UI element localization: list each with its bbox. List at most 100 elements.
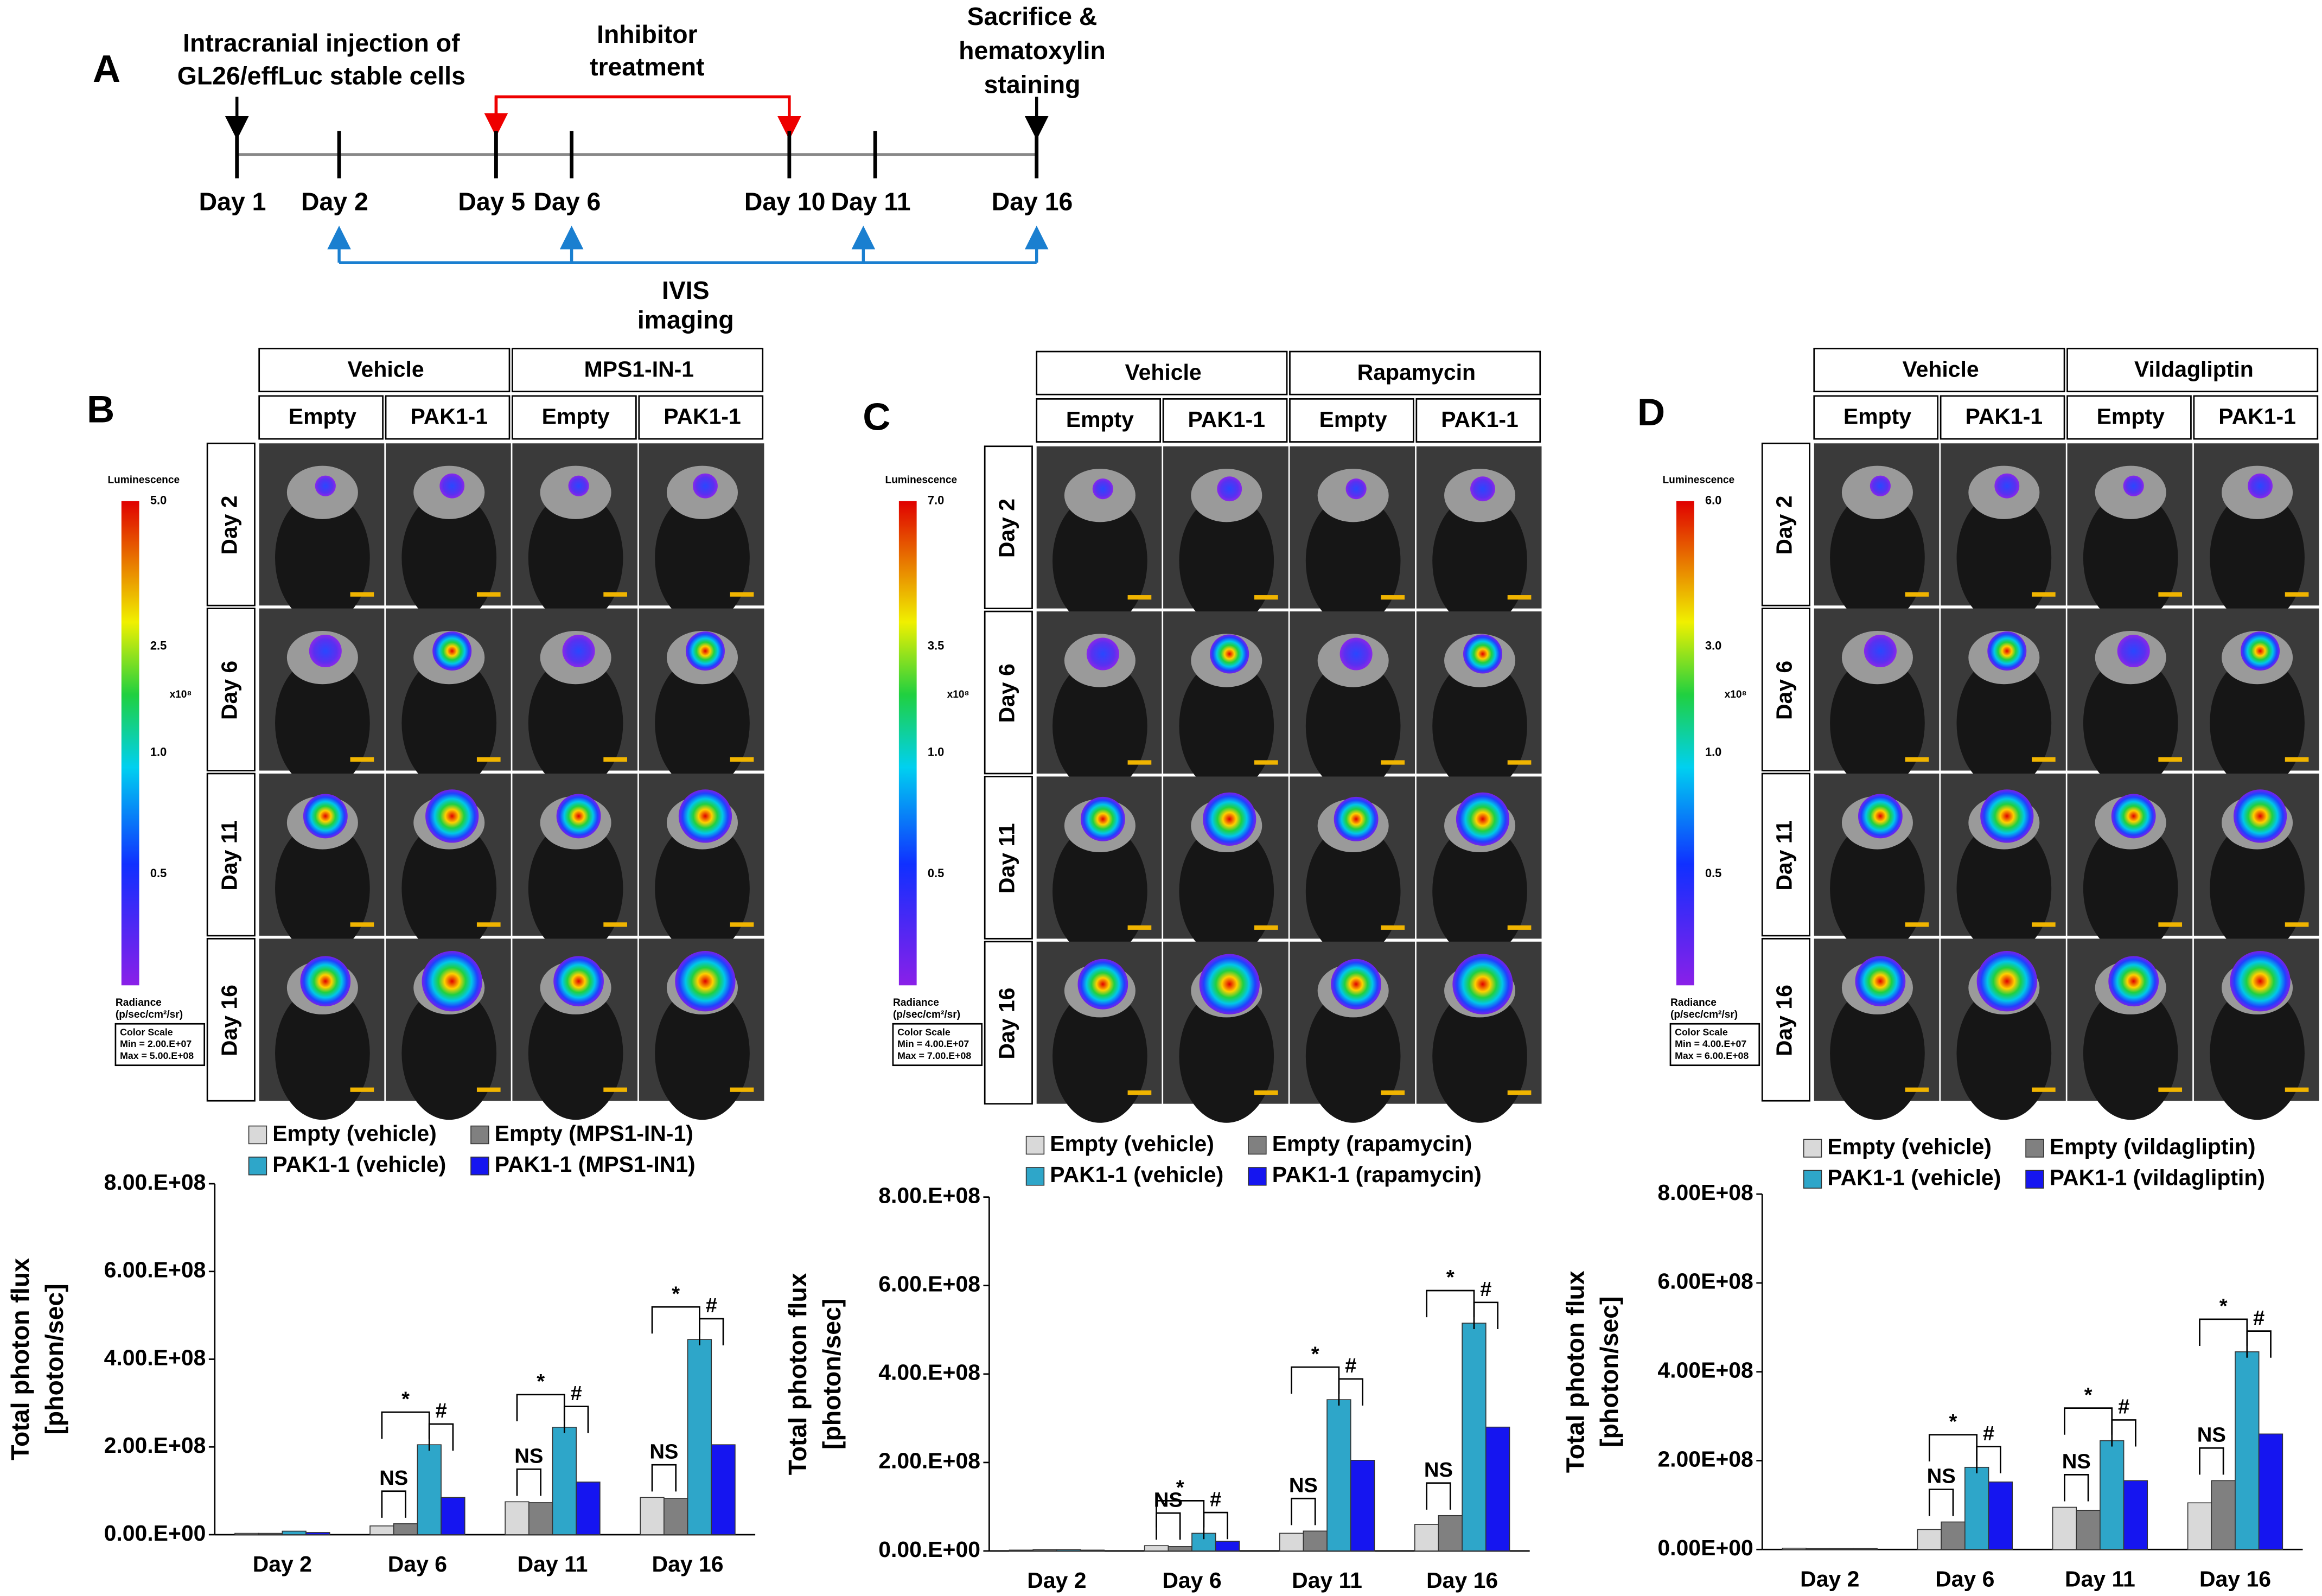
mouse-body: [275, 986, 370, 1120]
mouse-body: [1432, 494, 1527, 628]
mouse-body: [2083, 821, 2178, 955]
header-box: [638, 395, 764, 440]
bar: [441, 1497, 465, 1535]
bar: [528, 1502, 553, 1535]
scale-bar: [1381, 925, 1405, 930]
mouse-body: [1179, 494, 1274, 628]
scale-bar: [603, 592, 627, 597]
signal-blob: [1463, 634, 1503, 674]
bar: [1941, 1521, 1966, 1550]
bar: [1917, 1529, 1942, 1550]
signal-blob: [556, 794, 601, 839]
bar: [2258, 1433, 2283, 1550]
group-label: Vehicle: [1125, 360, 1202, 385]
signal-blob: [1345, 478, 1367, 500]
significance-bracket: [651, 1464, 677, 1492]
significance-bracket: [2246, 1330, 2272, 1358]
signal-blob: [303, 794, 348, 839]
colorbar: [1676, 501, 1694, 986]
colorscale-tick: 3.5: [928, 639, 944, 652]
significance-label: NS: [1927, 1465, 1956, 1488]
header-box: [512, 348, 764, 393]
group-label: Rapamycin: [1357, 360, 1476, 385]
mouse-body: [528, 986, 623, 1120]
row-label: Day 11: [1772, 820, 1797, 891]
legend-label: PAK1-1 (rapamycin): [1272, 1162, 1482, 1187]
legend-label: Empty (vildagliptin): [2050, 1134, 2256, 1159]
legend-swatch: [1248, 1167, 1267, 1186]
header-box: [1289, 350, 1541, 395]
x-tick-label: Day 2: [1027, 1568, 1086, 1593]
significance-label: *: [2084, 1383, 2093, 1407]
legend-label: PAK1-1 (vehicle): [1050, 1162, 1223, 1187]
panel-letter: D: [1637, 391, 1665, 434]
colorscale-box-text: Color Scale: [897, 1026, 951, 1037]
bar: [664, 1498, 688, 1535]
significance-label: *: [1311, 1342, 1319, 1365]
legend-label: PAK1-1 (vehicle): [272, 1152, 446, 1177]
signal-blob: [2241, 631, 2280, 671]
signal-blob: [1976, 951, 2037, 1012]
row-label: Day 16: [1772, 985, 1797, 1056]
significance-label: #: [571, 1382, 582, 1405]
legend-label: Empty (vehicle): [1050, 1131, 1214, 1156]
mouse-body: [275, 821, 370, 955]
scale-bar: [1254, 1090, 1278, 1095]
signal-blob: [1864, 635, 1897, 668]
bar: [1438, 1515, 1463, 1552]
x-tick-label: Day 2: [1800, 1566, 1859, 1591]
signal-blob: [315, 475, 336, 496]
signal-blob: [1855, 956, 1906, 1007]
scale-bar: [1507, 760, 1532, 765]
mouse-body: [2210, 821, 2305, 955]
signal-blob: [422, 951, 482, 1012]
scale-bar: [350, 592, 374, 597]
bar: [1168, 1546, 1192, 1552]
mouse-body: [1052, 824, 1147, 958]
mouse-body: [2210, 986, 2305, 1120]
significance-bracket: [1473, 1301, 1499, 1329]
bar: [1853, 1548, 1878, 1550]
colorscale-box-text: Max = 6.00.E+08: [1675, 1050, 1749, 1061]
scale-bar: [2032, 1087, 2056, 1092]
mouse-body: [655, 656, 750, 790]
significance-bracket: [1291, 1497, 1316, 1525]
bar: [2052, 1506, 2077, 1550]
scale-bar: [1381, 760, 1405, 765]
significance-bracket: [563, 1406, 589, 1433]
mouse-body: [2083, 656, 2178, 790]
significance-label: #: [435, 1399, 446, 1422]
signal-blob: [1199, 954, 1260, 1014]
signal-blob: [1203, 792, 1256, 846]
signal-blob: [2117, 635, 2150, 668]
scale-bar: [603, 1087, 627, 1092]
bar: [1782, 1547, 1807, 1550]
header-box: [1813, 395, 1939, 440]
bar: [2187, 1502, 2212, 1550]
legend-label: PAK1-1 (vildagliptin): [2050, 1165, 2265, 1190]
mouse-body: [2210, 656, 2305, 790]
bar: [2123, 1480, 2148, 1550]
bar: [505, 1501, 530, 1535]
signal-blob: [309, 635, 342, 668]
signal-blob: [1470, 476, 1495, 502]
day-label: Day 16: [992, 187, 1073, 215]
row-box: [1761, 937, 1810, 1102]
significance-label: #: [2118, 1395, 2129, 1419]
signal-blob: [1331, 959, 1382, 1010]
y-axis-label: Total photon flux: [1561, 1271, 1589, 1473]
row-label: Day 6: [1772, 661, 1797, 720]
signal-blob: [2233, 789, 2287, 843]
significance-bracket: [381, 1490, 406, 1518]
legend-label: PAK1-1 (vehicle): [1827, 1165, 2001, 1190]
signal-blob: [1080, 796, 1125, 841]
colorscale-box: [114, 1023, 206, 1067]
header-box: [2066, 395, 2192, 440]
colorscale-tick: 1.0: [928, 745, 944, 759]
colorscale-box-text: Max = 7.00.E+08: [897, 1050, 971, 1061]
significance-bracket: [2111, 1419, 2136, 1447]
significance-bracket: [1156, 1512, 1181, 1540]
y-tick-label: 2.00.E+08: [878, 1448, 980, 1473]
scale-bar: [1127, 1090, 1152, 1095]
scale-bar: [603, 757, 627, 762]
